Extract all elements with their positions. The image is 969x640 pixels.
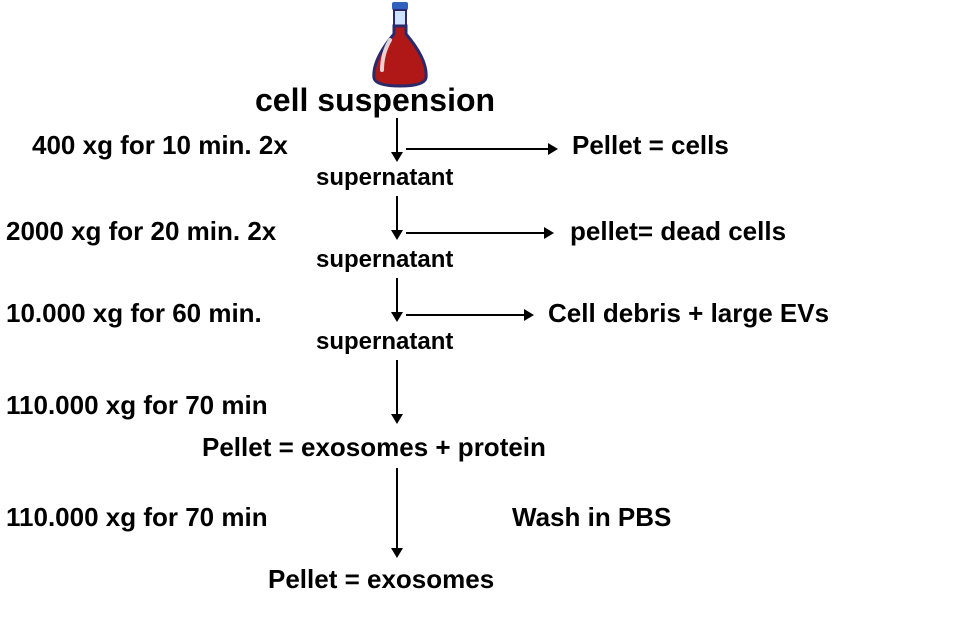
step5-result: Pellet = exosomes: [268, 564, 494, 595]
step3-mid: supernatant: [316, 328, 453, 356]
arrow-down-3: [396, 278, 398, 320]
step5-right: Wash in PBS: [512, 502, 671, 533]
step1-right: Pellet = cells: [572, 130, 729, 161]
step1-left: 400 xg for 10 min. 2x: [32, 130, 288, 161]
step2-left: 2000 xg for 20 min. 2x: [6, 216, 276, 247]
step3-right: Cell debris + large EVs: [548, 298, 829, 329]
step4-left: 110.000 xg for 70 min: [6, 390, 268, 421]
arrow-down-4: [396, 360, 398, 422]
step2-mid: supernatant: [316, 246, 453, 274]
step4-result: Pellet = exosomes + protein: [202, 432, 546, 463]
step5-left: 110.000 xg for 70 min: [6, 502, 268, 533]
flowchart-canvas: { "diagram": { "type": "flowchart", "bac…: [0, 0, 969, 640]
arrow-right-2: [406, 232, 552, 234]
step2-right: pellet= dead cells: [570, 216, 786, 247]
arrow-right-3: [406, 314, 532, 316]
step3-left: 10.000 xg for 60 min.: [6, 298, 262, 329]
arrow-down-1: [396, 118, 398, 160]
arrow-right-1: [406, 148, 556, 150]
arrow-down-5: [396, 468, 398, 556]
step1-mid: supernatant: [316, 164, 453, 192]
arrow-down-2: [396, 196, 398, 238]
flask-icon: [360, 0, 440, 90]
title-cell-suspension: cell suspension: [255, 82, 495, 119]
